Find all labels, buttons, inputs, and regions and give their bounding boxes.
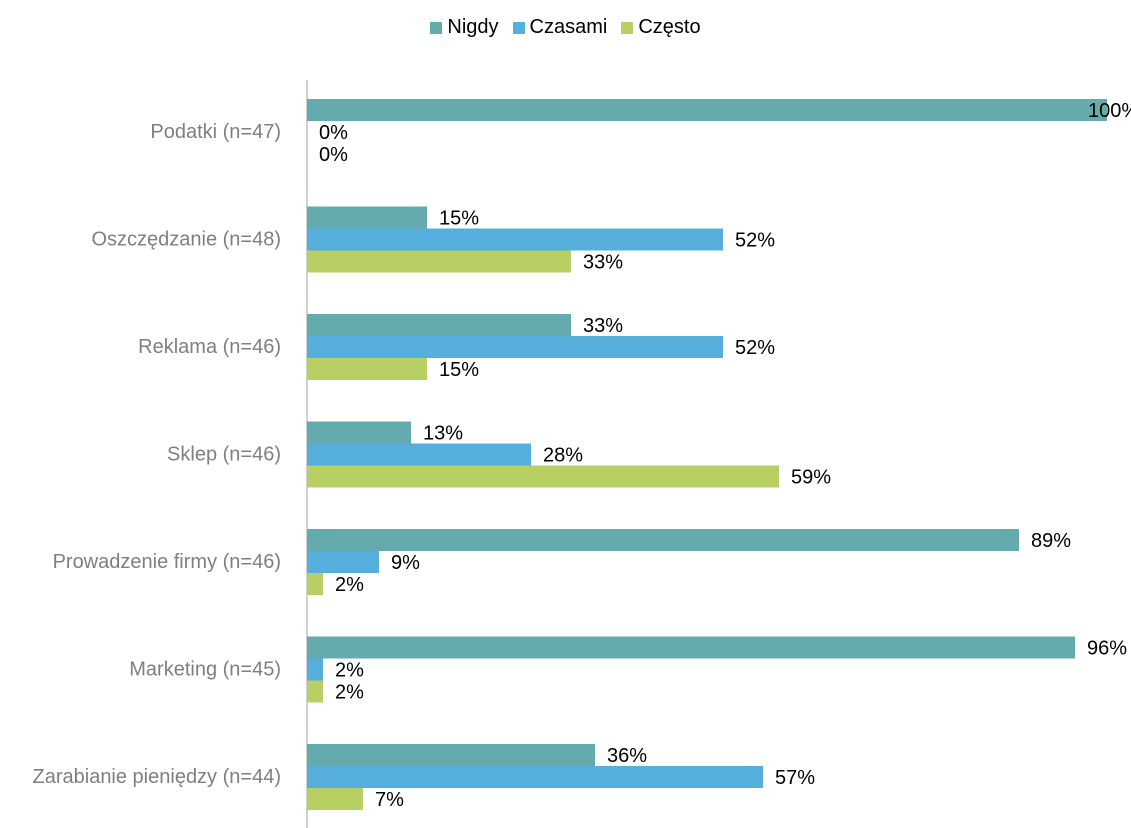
bar-czasami	[307, 658, 323, 681]
data-label: 2%	[335, 660, 364, 682]
legend-item-czesto: Często	[621, 16, 701, 39]
legend-item-nigdy: Nigdy	[430, 16, 499, 39]
data-label: 33%	[583, 252, 623, 274]
legend-label-nigdy: Nigdy	[447, 16, 499, 38]
bar-nigdy	[307, 99, 1107, 121]
bar-czesto	[307, 358, 427, 380]
legend-swatch-nigdy	[430, 21, 443, 34]
data-label: 0%	[319, 144, 348, 166]
data-label: 52%	[735, 337, 775, 359]
data-label: 2%	[335, 574, 364, 596]
legend-label-czasami: Czasami	[529, 16, 608, 38]
data-label: 52%	[735, 230, 775, 252]
bar-czesto	[307, 788, 363, 810]
data-label: 36%	[607, 745, 647, 767]
bar-nigdy	[307, 744, 595, 766]
data-label: 100%	[1088, 100, 1131, 122]
bar-nigdy	[307, 636, 1075, 659]
legend: Nigdy Czasami Często	[0, 16, 1131, 39]
category-label: Oszczędzanie (n=48)	[91, 229, 281, 251]
bar-czasami	[307, 228, 723, 251]
data-label: 28%	[543, 445, 583, 467]
data-label: 9%	[391, 552, 420, 574]
category-label: Marketing (n=45)	[129, 659, 281, 681]
category-label: Prowadzenie firmy (n=46)	[53, 551, 281, 573]
bar-nigdy	[307, 529, 1019, 551]
bar-czasami	[307, 551, 379, 573]
bar-nigdy	[307, 314, 571, 336]
data-label: 15%	[439, 208, 479, 230]
legend-swatch-czasami	[512, 21, 525, 34]
data-label: 57%	[775, 767, 815, 789]
bar-nigdy	[307, 421, 411, 444]
legend-swatch-czesto	[621, 21, 634, 34]
legend-label-czesto: Często	[638, 16, 701, 38]
data-label: 15%	[439, 359, 479, 381]
data-label: 89%	[1031, 530, 1071, 552]
data-label: 96%	[1087, 638, 1127, 660]
bar-czasami	[307, 336, 723, 358]
category-label: Reklama (n=46)	[138, 336, 281, 358]
category-label: Podatki (n=47)	[150, 121, 281, 143]
bar-czasami	[307, 443, 531, 466]
bar-czasami	[307, 766, 763, 788]
data-label: 0%	[319, 122, 348, 144]
data-label: 2%	[335, 682, 364, 704]
data-label: 13%	[423, 423, 463, 445]
data-label: 33%	[583, 315, 623, 337]
bar-czesto	[307, 250, 571, 273]
bar-czesto	[307, 465, 779, 488]
bar-czesto	[307, 680, 323, 703]
category-label: Zarabianie pieniędzy (n=44)	[33, 766, 282, 788]
bar-czesto	[307, 573, 323, 595]
data-label: 7%	[375, 789, 404, 811]
category-label: Sklep (n=46)	[167, 444, 281, 466]
bar-nigdy	[307, 206, 427, 229]
data-label: 59%	[791, 467, 831, 489]
legend-item-czasami: Czasami	[512, 16, 608, 39]
